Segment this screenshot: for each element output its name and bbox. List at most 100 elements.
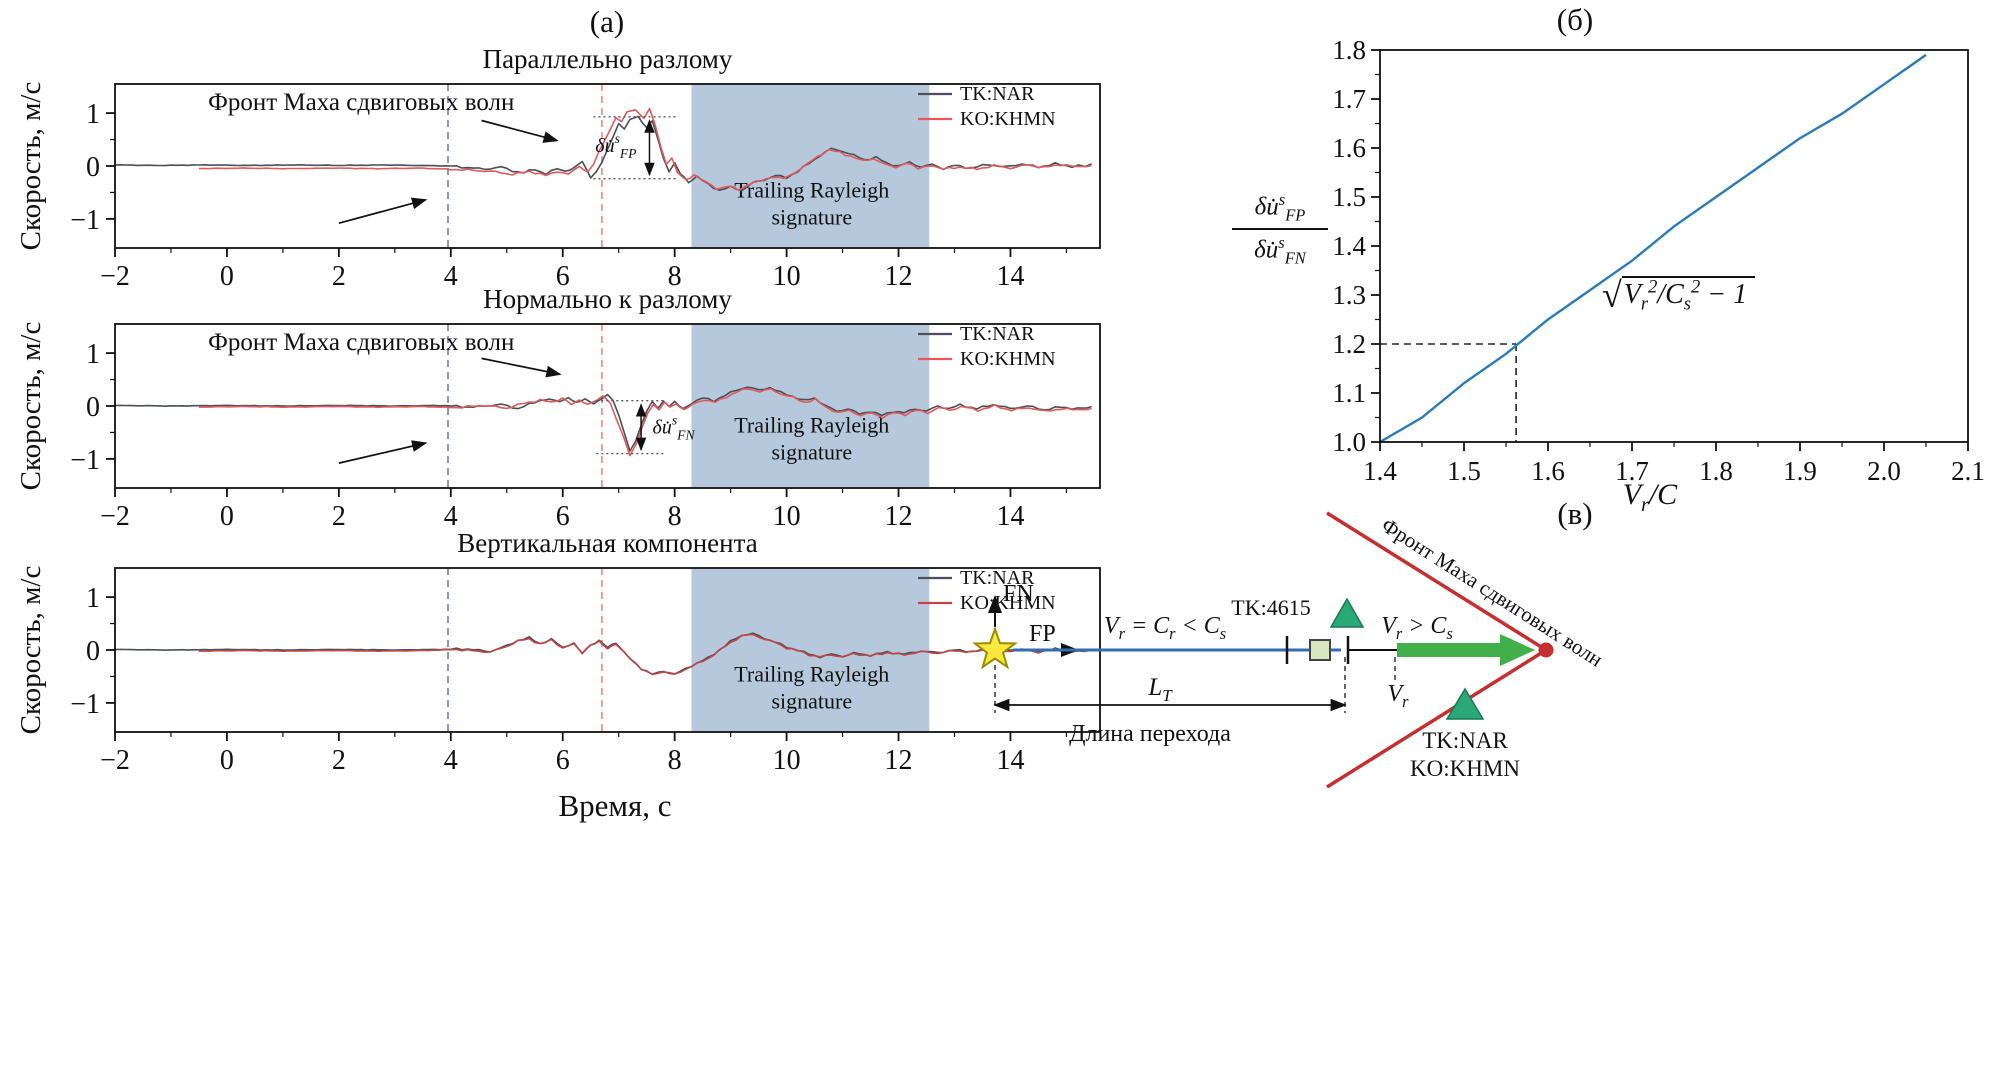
subshear-speed-label: Vr = Cr < Cs [1104, 613, 1226, 643]
svg-text:1.9: 1.9 [1783, 456, 1817, 486]
svg-text:signature: signature [771, 689, 852, 714]
svg-text:Trailing Rayleigh: Trailing Rayleigh [734, 412, 889, 437]
station-khmn-label: KO:KHMN [1410, 756, 1520, 781]
svg-text:1.4: 1.4 [1363, 456, 1397, 486]
svg-text:−1: −1 [70, 205, 100, 236]
svg-text:1.4: 1.4 [1332, 231, 1366, 261]
svg-text:10: 10 [773, 745, 801, 776]
svg-text:signature: signature [771, 205, 852, 230]
svg-text:4: 4 [444, 501, 458, 532]
svg-text:1: 1 [86, 583, 100, 614]
ratio-y-axis-label: δu̇sFP δu̇sFN [1232, 190, 1328, 269]
svg-text:12: 12 [885, 501, 913, 532]
svg-text:signature: signature [771, 439, 852, 464]
svg-text:KO:KHMN: KO:KHMN [960, 348, 1056, 370]
svg-text:6: 6 [556, 261, 570, 292]
svg-text:8: 8 [668, 501, 682, 532]
transition-length-symbol: LT [1147, 674, 1173, 705]
svg-text:2: 2 [332, 261, 346, 292]
ratio-chart: 1.4 1.5 1.6 1.7 1.8 1.9 2.0 2.1 1.0 1.1 1.2 1.3 1.4 1… [1332, 35, 1985, 486]
svg-text:Trailing Rayleigh: Trailing Rayleigh [734, 662, 889, 687]
svg-text:1.0: 1.0 [1332, 427, 1366, 457]
svg-text:0: 0 [86, 152, 100, 183]
svg-text:10: 10 [773, 501, 801, 532]
mach-front-upper-line [1326, 511, 1547, 652]
supershear-arrow-icon [1397, 634, 1535, 666]
fn-label: FN [1003, 581, 1034, 607]
station-triangle-4615-icon [1329, 597, 1365, 628]
svg-text:14: 14 [996, 261, 1024, 292]
epicenter-star-icon [972, 626, 1018, 670]
svg-text:14: 14 [996, 745, 1024, 776]
svg-text:6: 6 [556, 501, 570, 532]
svg-text:0: 0 [220, 261, 234, 292]
svg-text:Фронт Маха сдвиговых волн: Фронт Маха сдвиговых волн [208, 329, 514, 356]
svg-text:2: 2 [332, 745, 346, 776]
svg-text:2: 2 [332, 501, 346, 532]
svg-text:TK:NAR: TK:NAR [960, 567, 1035, 589]
svg-text:1.6: 1.6 [1531, 456, 1565, 486]
svg-text:1: 1 [86, 99, 100, 130]
svg-text:0: 0 [86, 392, 100, 423]
svg-text:6: 6 [556, 745, 570, 776]
svg-text:12: 12 [885, 745, 913, 776]
svg-text:1.3: 1.3 [1332, 280, 1366, 310]
svg-text:1.8: 1.8 [1332, 35, 1366, 65]
panel-b-label: (б) [1556, 2, 1594, 37]
fp-label: FP [1029, 621, 1056, 647]
formula-radicand: Vr2/Cs2 − 1 [1621, 276, 1756, 314]
svg-text:0: 0 [220, 745, 234, 776]
svg-text:−2: −2 [100, 745, 130, 776]
svg-text:1.7: 1.7 [1332, 84, 1366, 114]
svg-text:8: 8 [668, 261, 682, 292]
svg-text:KO:KHMN: KO:KHMN [960, 108, 1056, 130]
svg-text:10: 10 [773, 261, 801, 292]
svg-text:Trailing Rayleigh: Trailing Rayleigh [734, 178, 889, 203]
svg-text:2.0: 2.0 [1867, 456, 1901, 486]
panel-v-label: (в) [1557, 496, 1593, 531]
wave-title-vertical: Вертикальная компонента [457, 528, 758, 558]
svg-text:1.1: 1.1 [1332, 378, 1366, 408]
vr-label: Vr [1387, 681, 1409, 711]
svg-text:14: 14 [996, 501, 1024, 532]
supershear-speed-label: Vr > Cs [1381, 613, 1453, 643]
svg-text:Фронт Маха сдвиговых волн: Фронт Маха сдвиговых волн [208, 89, 514, 116]
svg-text:2.1: 2.1 [1951, 456, 1985, 486]
svg-text:12: 12 [885, 261, 913, 292]
svg-text:4: 4 [444, 745, 458, 776]
svg-text:1: 1 [86, 339, 100, 370]
mach-front-lower-line [1326, 648, 1547, 789]
svg-text:1.8: 1.8 [1699, 456, 1733, 486]
svg-text:KO:KHMN: KO:KHMN [960, 592, 1056, 614]
station-nar-label: TK:NAR [1422, 728, 1508, 753]
mach-ratio-formula: √Vr2/Cs2 − 1 [1602, 274, 1756, 316]
station-square-marker [1309, 639, 1331, 661]
svg-text:1.5: 1.5 [1447, 456, 1481, 486]
svg-text:1.7: 1.7 [1615, 456, 1649, 486]
svg-text:1.2: 1.2 [1332, 329, 1366, 359]
svg-text:8: 8 [668, 745, 682, 776]
ratio-numerator: δu̇sFP [1232, 190, 1328, 231]
svg-text:1.6: 1.6 [1332, 133, 1366, 163]
svg-text:TK:NAR: TK:NAR [960, 83, 1035, 105]
svg-text:TK:NAR: TK:NAR [960, 323, 1035, 345]
svg-text:0: 0 [220, 501, 234, 532]
svg-text:−2: −2 [100, 261, 130, 292]
fault-schematic: FN FP Vr = Cr < Cs TK:4615 Vr > Cs Фронт… [972, 511, 1607, 789]
svg-text:4: 4 [444, 261, 458, 292]
svg-text:δu̇sFN: δu̇sFN [653, 413, 696, 443]
transition-length-label: Длина перехода [1069, 721, 1231, 747]
wave-title-parallel: Параллельно разлому [482, 44, 733, 74]
svg-text:−1: −1 [70, 689, 100, 720]
svg-text:−2: −2 [100, 501, 130, 532]
ratio-x-axis-label: Vr/C [1622, 478, 1678, 516]
svg-text:δu̇sFP: δu̇sFP [595, 131, 636, 161]
station-triangle-right-icon [1445, 687, 1485, 720]
panel-a-label: (а) [589, 4, 625, 39]
wave-title-normal: Нормально к разлому [483, 284, 732, 314]
time-axis-label: Время, с [558, 788, 672, 823]
